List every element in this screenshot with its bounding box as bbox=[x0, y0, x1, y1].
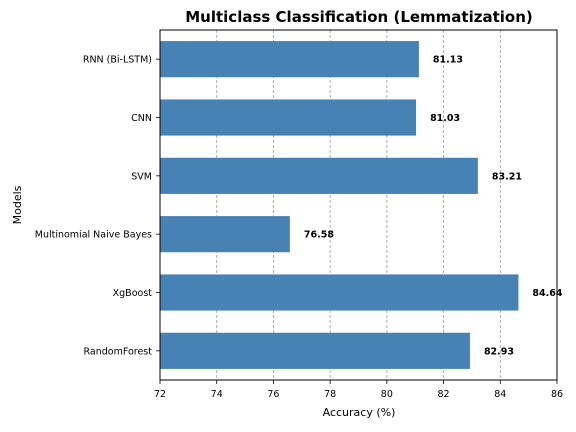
plot-frame bbox=[159, 29, 558, 381]
bar bbox=[160, 332, 470, 369]
bar-value-label: 83.21 bbox=[492, 171, 522, 182]
x-tick-label: 80 bbox=[381, 389, 393, 400]
bar bbox=[160, 216, 290, 253]
category-label: RNN (Bi-LSTM) bbox=[83, 55, 152, 66]
bar-value-label: 84.64 bbox=[532, 288, 562, 299]
bar bbox=[160, 99, 417, 136]
x-axis-ticks: 72 74 76 78 80 82 84 86 bbox=[154, 380, 563, 400]
x-tick-label: 82 bbox=[438, 389, 450, 400]
bar bbox=[160, 157, 478, 194]
y-axis-label: Models bbox=[11, 185, 24, 224]
x-tick-label: 78 bbox=[324, 389, 336, 400]
category-label: RandomForest bbox=[84, 346, 153, 357]
category-label: CNN bbox=[131, 113, 152, 124]
bars bbox=[160, 41, 519, 369]
x-tick-label: 84 bbox=[494, 389, 506, 400]
value-labels: 81.13 81.03 83.21 76.58 84.64 82.93 bbox=[304, 55, 563, 358]
chart-title: Multiclass Classification (Lemmatization… bbox=[185, 8, 533, 26]
bar-value-label: 76.58 bbox=[304, 230, 334, 241]
bar-value-label: 81.13 bbox=[433, 55, 463, 66]
category-label: SVM bbox=[131, 171, 152, 182]
x-tick-label: 86 bbox=[551, 389, 563, 400]
y-axis-ticks: RNN (Bi-LSTM) CNN SVM Multinomial Naive Bay… bbox=[35, 55, 160, 357]
bar bbox=[160, 41, 419, 78]
x-tick-label: 76 bbox=[267, 389, 279, 400]
bar-value-label: 81.03 bbox=[430, 113, 460, 124]
category-label: Multinomial Naive Bayes bbox=[35, 230, 152, 241]
bar bbox=[160, 274, 519, 311]
grid-lines bbox=[159, 30, 558, 380]
x-tick-label: 74 bbox=[211, 389, 223, 400]
x-axis-label: Accuracy (%) bbox=[323, 406, 396, 419]
category-label: XgBoost bbox=[113, 288, 153, 299]
x-tick-label: 72 bbox=[154, 389, 166, 400]
bar-value-label: 82.93 bbox=[484, 346, 514, 357]
